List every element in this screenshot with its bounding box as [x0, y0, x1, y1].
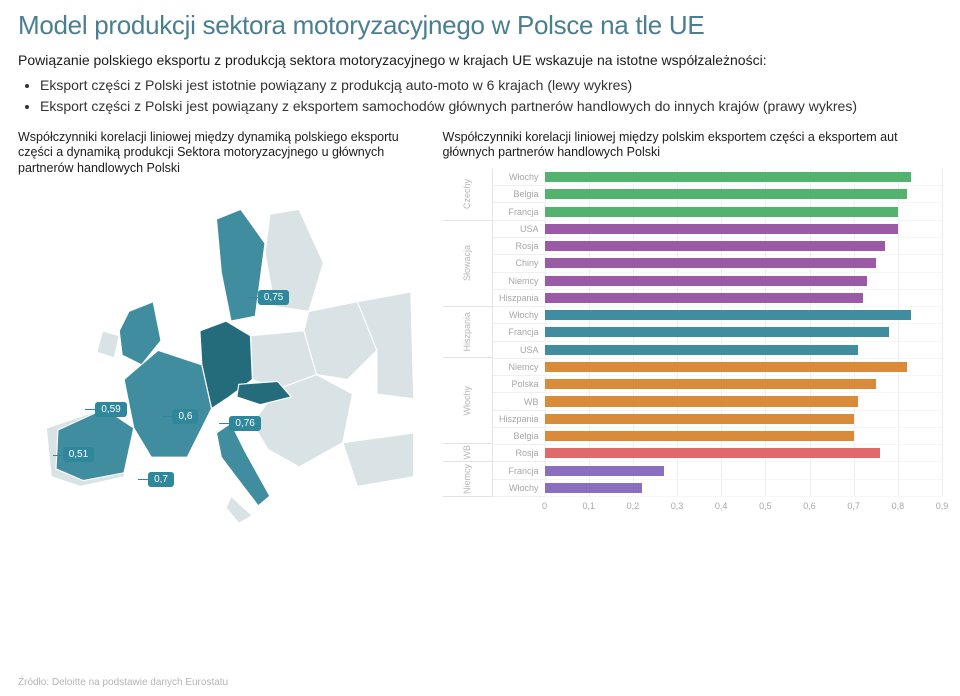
chart-x-tick: 0,6 — [803, 501, 816, 511]
chart-x-tick: 0,9 — [936, 501, 949, 511]
map-label: 0,76 — [229, 416, 260, 431]
subtitle-text: Powiązanie polskiego eksportu z produkcj… — [18, 51, 942, 70]
chart-bar-row — [545, 462, 942, 479]
chart-bar-row — [545, 203, 942, 220]
chart-bar-row — [545, 290, 942, 307]
chart-bar-row — [545, 255, 942, 272]
chart-x-tick: 0,1 — [582, 501, 595, 511]
right-chart-caption: Współczynniki korelacji liniowej między … — [443, 130, 942, 161]
chart-bar — [545, 414, 854, 424]
chart-bar — [545, 327, 889, 337]
chart-row-label: Hiszpania — [493, 290, 545, 307]
chart-row-label: Włochy — [493, 307, 545, 324]
chart-group-label: Niemcy — [443, 462, 493, 497]
correlation-bar-chart: CzechySłowacjaHiszpaniaWłochyWBNiemcyWło… — [443, 169, 942, 519]
chart-x-tick: 0 — [542, 501, 547, 511]
chart-bar — [545, 345, 859, 355]
chart-group-label: Czechy — [443, 169, 493, 221]
chart-bar — [545, 224, 898, 234]
chart-row-label: Włochy — [493, 480, 545, 497]
chart-bar — [545, 207, 898, 217]
chart-row-label: Rosja — [493, 238, 545, 255]
left-chart-caption: Współczynniki korelacji liniowej między … — [18, 130, 425, 177]
page-title: Model produkcji sektora motoryzacyjnego … — [18, 10, 942, 41]
chart-bar — [545, 362, 907, 372]
chart-bar — [545, 466, 664, 476]
chart-bar-row — [545, 342, 942, 359]
chart-row-label: Francja — [493, 324, 545, 341]
chart-row-label: Chiny — [493, 255, 545, 272]
chart-bar-row — [545, 307, 942, 324]
chart-bar-row — [545, 221, 942, 238]
chart-bar-row — [545, 376, 942, 393]
chart-bar — [545, 310, 912, 320]
chart-row-label: Hiszpania — [493, 411, 545, 428]
chart-bar — [545, 431, 854, 441]
map-label: 0,59 — [95, 402, 126, 417]
chart-bar-row — [545, 480, 942, 497]
chart-x-tick: 0,3 — [671, 501, 684, 511]
map-label: 0,6 — [172, 409, 198, 424]
chart-x-tick: 0,7 — [847, 501, 860, 511]
chart-row-label: Francja — [493, 462, 545, 479]
bullet-item: Eksport części z Polski jest istotnie po… — [40, 76, 942, 95]
map-label: 0,51 — [63, 447, 94, 462]
map-label: 0,75 — [258, 290, 289, 305]
chart-bar-row — [545, 428, 942, 445]
chart-row-label: WB — [493, 393, 545, 410]
chart-bar — [545, 172, 912, 182]
europe-map-svg — [18, 185, 425, 535]
chart-x-tick: 0,2 — [627, 501, 640, 511]
bullet-list: Eksport części z Polski jest istotnie po… — [22, 76, 942, 116]
chart-row-label: Belgia — [493, 428, 545, 445]
map-label: 0,7 — [148, 472, 174, 487]
chart-row-label: Włochy — [493, 169, 545, 186]
chart-row-label: USA — [493, 221, 545, 238]
chart-group-label: WB — [443, 444, 493, 462]
bullet-item: Eksport części z Polski jest powiązany z… — [40, 97, 942, 116]
chart-x-tick: 0,8 — [892, 501, 905, 511]
chart-bar — [545, 396, 859, 406]
chart-bar — [545, 379, 876, 389]
chart-row-label: USA — [493, 342, 545, 359]
chart-bar-row — [545, 169, 942, 186]
chart-row-label: Belgia — [493, 186, 545, 203]
chart-group-label: Hiszpania — [443, 307, 493, 359]
europe-map: 0,75 0,76 0,6 0,59 0,51 0,7 — [18, 185, 425, 535]
chart-x-tick: 0,4 — [715, 501, 728, 511]
chart-bar — [545, 258, 876, 268]
chart-group-label: Słowacja — [443, 221, 493, 307]
chart-row-label: Rosja — [493, 445, 545, 462]
chart-bar-row — [545, 445, 942, 462]
chart-bar-row — [545, 393, 942, 410]
chart-bar — [545, 293, 863, 303]
chart-x-axis: 00,10,20,30,40,50,60,70,80,9 — [545, 497, 942, 519]
chart-x-tick: 0,5 — [759, 501, 772, 511]
chart-group-label: Włochy — [443, 358, 493, 444]
chart-bar-row — [545, 359, 942, 376]
chart-bar-row — [545, 186, 942, 203]
chart-bar-row — [545, 238, 942, 255]
chart-bar — [545, 448, 881, 458]
chart-bar — [545, 276, 867, 286]
chart-bar-row — [545, 273, 942, 290]
chart-row-label: Francja — [493, 203, 545, 220]
chart-bar — [545, 189, 907, 199]
chart-row-label: Niemcy — [493, 359, 545, 376]
chart-row-label: Polska — [493, 376, 545, 393]
chart-bar-row — [545, 324, 942, 341]
source-footnote: Źródło: Deloitte na podstawie danych Eur… — [18, 677, 228, 688]
chart-bar-row — [545, 411, 942, 428]
chart-bar — [545, 483, 642, 493]
chart-row-label: Niemcy — [493, 273, 545, 290]
chart-bar — [545, 241, 885, 251]
